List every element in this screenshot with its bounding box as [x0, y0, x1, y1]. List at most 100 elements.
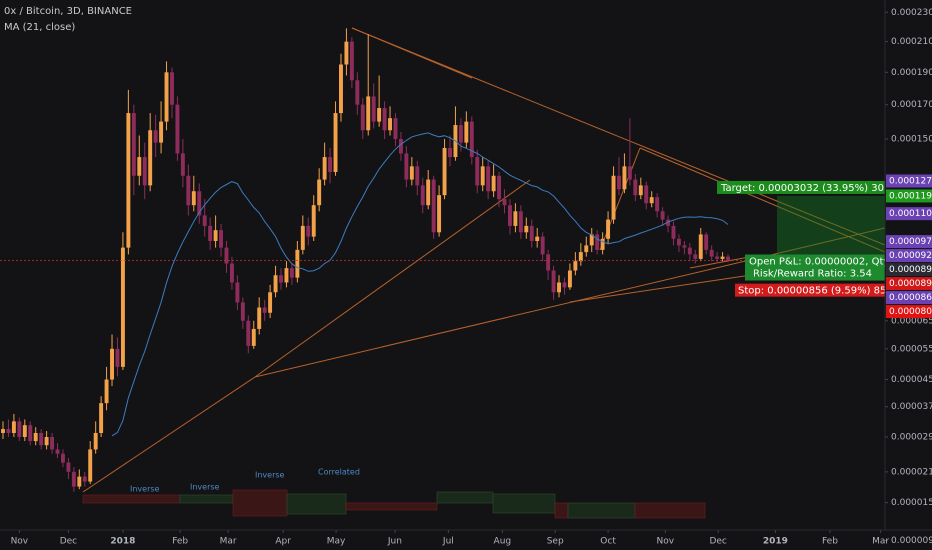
candle-body [448, 147, 452, 158]
candle-body [540, 236, 545, 255]
candle-body [33, 432, 38, 442]
candle-body [317, 179, 322, 206]
x-tick-label: 2018 [110, 537, 135, 547]
x-tick-label: Nov [657, 537, 675, 547]
candle-body [104, 379, 109, 404]
corr-bar [179, 494, 234, 504]
candle-body [191, 191, 196, 206]
candle-body [322, 157, 327, 180]
candle-body [437, 195, 442, 233]
candle-body [88, 449, 93, 482]
candle-body [44, 436, 49, 446]
candle-body [507, 205, 512, 226]
corr-bar [345, 502, 438, 511]
candle-body [377, 108, 382, 122]
x-tick-label: Feb [172, 537, 188, 547]
pnl-text: Risk/Reward Ratio: 3.54 [753, 269, 872, 280]
x-tick-label: Sep [547, 537, 564, 547]
candle-body [115, 348, 120, 367]
candle-body [240, 302, 245, 321]
candle-body [355, 80, 360, 105]
price-label-box [886, 277, 932, 291]
candle-body [475, 157, 480, 186]
target-box [717, 180, 885, 194]
y-tick-label: 0.00019000 [891, 68, 932, 78]
candle-body [464, 121, 469, 143]
candle-body [595, 234, 600, 250]
x-tick-label: Nov [11, 537, 29, 547]
candle-body [246, 320, 251, 346]
annotation: Inverse [190, 483, 220, 492]
x-tick-label: Jul [442, 537, 454, 547]
price-label: 0.00008932 [889, 279, 932, 289]
candle-body [382, 108, 387, 131]
candle-body [698, 234, 703, 259]
price-label-box [886, 235, 932, 249]
moving-average [111, 132, 729, 437]
candle-body [328, 157, 333, 172]
candle-body [71, 471, 76, 487]
candle-body [229, 263, 234, 283]
x-tick-label: Aug [494, 537, 512, 547]
candle-body [235, 282, 240, 303]
candle-body [311, 205, 316, 237]
candle-body [257, 307, 262, 329]
candle-body [606, 219, 611, 239]
candle-body [720, 256, 725, 259]
candle-body [584, 245, 589, 253]
candle-body [142, 157, 147, 186]
candle-body [398, 139, 403, 154]
chart-title: 0x / Bitcoin, 3D, BINANCE [4, 6, 132, 17]
candle-body [546, 254, 551, 271]
candle-body [284, 268, 289, 283]
candle-body [404, 153, 409, 180]
candle-body [219, 230, 224, 248]
candle-body [186, 175, 191, 206]
correlation-histogram [82, 489, 706, 519]
candle-body [497, 175, 502, 200]
corr-bar [82, 494, 181, 504]
candle-body [333, 113, 338, 172]
candle-body [388, 118, 392, 131]
candle-body [126, 113, 131, 248]
pnl-text: Open P&L: 0.00000002, Qty: 29205 [749, 257, 927, 268]
candle-body [573, 261, 578, 271]
candle-body [6, 429, 11, 433]
candle-body [110, 348, 114, 380]
candle-body [518, 211, 523, 233]
candle-body [55, 449, 60, 454]
target-text: Target: 0.00003032 (33.95%) 3032, Amoun [720, 183, 932, 194]
x-tick-label: Mar [220, 537, 237, 547]
candle-body [687, 247, 692, 255]
candle-body [649, 197, 654, 204]
candle-body [589, 234, 594, 246]
x-tick-label: Dec [60, 537, 77, 547]
price-label: 0.00012727 [889, 176, 932, 186]
trend-line [351, 27, 885, 246]
pnl-box [745, 254, 885, 281]
candle-body [709, 249, 714, 257]
x-tick-label: Mar [872, 537, 889, 547]
candle-body [469, 121, 474, 158]
candle-body [491, 175, 496, 192]
y-tick-label: 0.00002100 [891, 467, 932, 477]
corr-bar [286, 493, 347, 515]
annotation: Inverse [255, 471, 285, 480]
corr-bar [436, 491, 494, 504]
candle-body [458, 125, 463, 143]
candle-body [442, 147, 447, 196]
annotation: Inverse [130, 485, 160, 494]
corr-bar [492, 493, 556, 514]
trend-line [351, 27, 473, 79]
price-label: 0.00009773 [889, 237, 932, 247]
candle-body [1, 429, 5, 433]
candle-body [120, 247, 125, 367]
candle-body [11, 421, 16, 433]
target-zone [777, 195, 885, 261]
candle-body [153, 130, 158, 143]
corr-bar [634, 502, 706, 519]
candle-body [567, 270, 572, 288]
candle-body [409, 166, 414, 180]
candle-body [50, 436, 55, 450]
price-label-box [886, 305, 932, 319]
